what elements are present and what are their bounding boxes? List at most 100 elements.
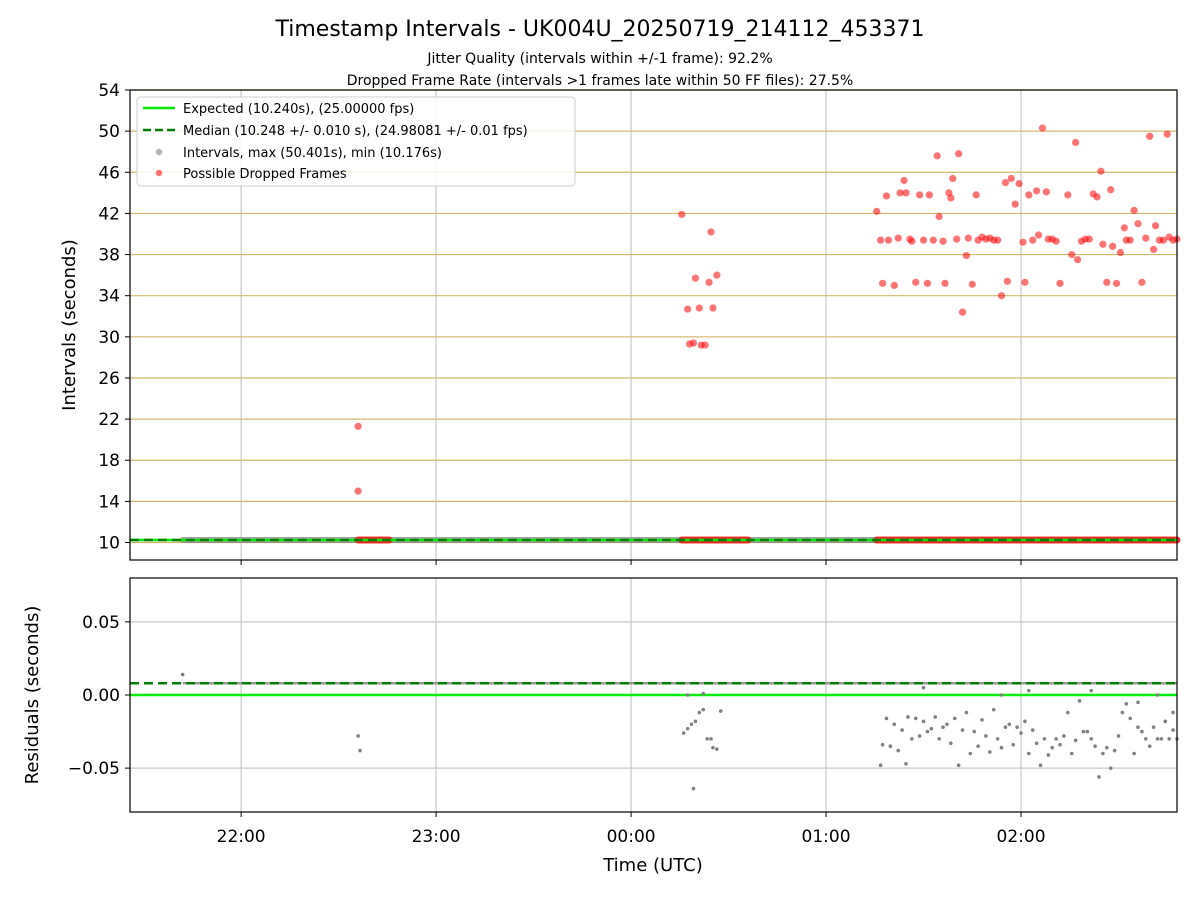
residual-point bbox=[1034, 741, 1039, 746]
residual-point bbox=[913, 716, 918, 721]
residual-point bbox=[1093, 744, 1097, 748]
residual-point bbox=[1167, 737, 1172, 741]
dropped-frame-point bbox=[939, 237, 947, 245]
intervals-y-tick-label: 10 bbox=[98, 534, 120, 554]
residual-point bbox=[1089, 688, 1094, 693]
dropped-frame-point bbox=[1151, 222, 1160, 230]
residuals-y-tick-label: 0.05 bbox=[82, 613, 120, 633]
residual-point bbox=[1112, 748, 1117, 753]
residual-point bbox=[180, 672, 185, 677]
residual-point bbox=[685, 726, 690, 731]
residual-point bbox=[888, 744, 893, 748]
residual-point bbox=[1077, 699, 1082, 703]
residual-point bbox=[711, 745, 715, 750]
dropped-frame-point bbox=[709, 304, 717, 312]
dropped-frame-point bbox=[1116, 248, 1125, 257]
intervals-y-tick-label: 34 bbox=[98, 287, 120, 307]
residual-point bbox=[976, 744, 980, 748]
residual-point bbox=[896, 748, 900, 753]
residual-point bbox=[880, 742, 885, 747]
dropped-frame-point bbox=[1011, 200, 1019, 208]
legend-intervals-label: Intervals, max (50.401s), min (10.176s) bbox=[183, 146, 442, 161]
residual-point bbox=[1171, 710, 1175, 715]
residual-point bbox=[906, 715, 910, 719]
residual-point bbox=[1027, 688, 1031, 693]
residual-point bbox=[1171, 728, 1175, 732]
dropped-frame-point bbox=[935, 212, 943, 221]
residual-point bbox=[1054, 737, 1058, 741]
residual-point bbox=[952, 716, 957, 721]
chart-subtitle-dropped: Dropped Frame Rate (intervals >1 frames … bbox=[347, 73, 854, 89]
residual-point bbox=[1011, 742, 1016, 747]
residuals-plot-frame bbox=[129, 577, 1178, 813]
legend: Expected (10.240s), (25.00000 fps) Media… bbox=[136, 96, 576, 187]
residual-point bbox=[1007, 722, 1012, 727]
residual-point bbox=[1058, 742, 1062, 747]
dropped-frame-point bbox=[896, 189, 904, 197]
dropped-frame-point bbox=[1142, 234, 1150, 242]
residual-point bbox=[691, 786, 696, 791]
dropped-frame-point bbox=[1001, 178, 1010, 187]
intervals-y-tick-label: 18 bbox=[98, 451, 120, 471]
dropped-frame-point bbox=[691, 274, 700, 282]
dropped-frame-point bbox=[1007, 174, 1015, 183]
x-tick-label: 00:00 bbox=[607, 827, 656, 847]
residual-point bbox=[933, 715, 938, 719]
residual-point bbox=[697, 710, 702, 715]
residual-point bbox=[960, 728, 965, 732]
dropped-frame-point bbox=[1021, 278, 1029, 286]
dropped-frame-point bbox=[958, 308, 967, 316]
dropped-frame-point bbox=[684, 305, 692, 313]
residual-point bbox=[1062, 734, 1066, 738]
residual-point bbox=[988, 750, 992, 754]
residual-point bbox=[1003, 725, 1008, 729]
residual-point bbox=[1120, 710, 1125, 715]
dropped-frame-point bbox=[1029, 236, 1037, 244]
dropped-frame-point bbox=[873, 207, 881, 215]
intervals-y-axis-label: Intervals (seconds) bbox=[59, 239, 80, 411]
residual-point bbox=[956, 763, 961, 767]
residuals-panel: 22:00 23:00 00:00 01:00 02:00 0.05 0.00 −0.05 bbox=[68, 577, 1179, 847]
legend-median-label: Median (10.248 +/- 0.010 s), (24.98081 +… bbox=[183, 124, 528, 139]
residual-point bbox=[689, 722, 694, 727]
residual-point bbox=[1128, 716, 1133, 721]
dropped-frame-point bbox=[997, 292, 1006, 300]
dropped-frame-point bbox=[949, 174, 957, 183]
residual-point bbox=[701, 707, 706, 712]
dropped-frame-point bbox=[1163, 130, 1171, 138]
residual-point bbox=[1066, 710, 1070, 715]
dropped-frame-point bbox=[916, 191, 924, 199]
x-tick-label: 01:00 bbox=[802, 827, 851, 847]
residual-point bbox=[1023, 719, 1027, 724]
residual-point bbox=[718, 709, 723, 713]
residual-point bbox=[1050, 745, 1055, 750]
dropped-frame-point bbox=[1034, 231, 1043, 239]
residual-point bbox=[1030, 728, 1035, 732]
dropped-frame-point bbox=[1107, 186, 1115, 194]
residual-point bbox=[999, 745, 1004, 750]
residuals-y-axis-label: Residuals (seconds) bbox=[22, 606, 43, 785]
dropped-frame-point bbox=[925, 191, 933, 199]
dropped-frame-point bbox=[705, 278, 713, 286]
residual-point bbox=[1027, 751, 1031, 756]
intervals-y-tick-label: 54 bbox=[98, 81, 120, 101]
dropped-frame-point bbox=[919, 236, 928, 244]
dropped-frame-point bbox=[1138, 278, 1146, 286]
residual-point bbox=[1042, 737, 1047, 741]
dropped-frame-point bbox=[964, 234, 972, 242]
residual-point bbox=[892, 722, 897, 727]
residual-point bbox=[1132, 751, 1136, 756]
residual-point bbox=[1089, 737, 1094, 741]
intervals-y-tick-label: 50 bbox=[98, 122, 120, 142]
dropped-frame-point bbox=[1052, 237, 1060, 245]
residual-point bbox=[1144, 737, 1148, 741]
dropped-frame-point bbox=[1150, 245, 1158, 254]
residual-point bbox=[1147, 744, 1152, 748]
dropped-frame-point bbox=[1073, 256, 1082, 264]
residual-point bbox=[358, 748, 362, 753]
residual-point bbox=[900, 728, 904, 732]
residual-point bbox=[1097, 775, 1101, 779]
dropped-frame-point bbox=[354, 487, 362, 495]
residual-point bbox=[1015, 725, 1019, 729]
residual-point bbox=[356, 734, 360, 738]
